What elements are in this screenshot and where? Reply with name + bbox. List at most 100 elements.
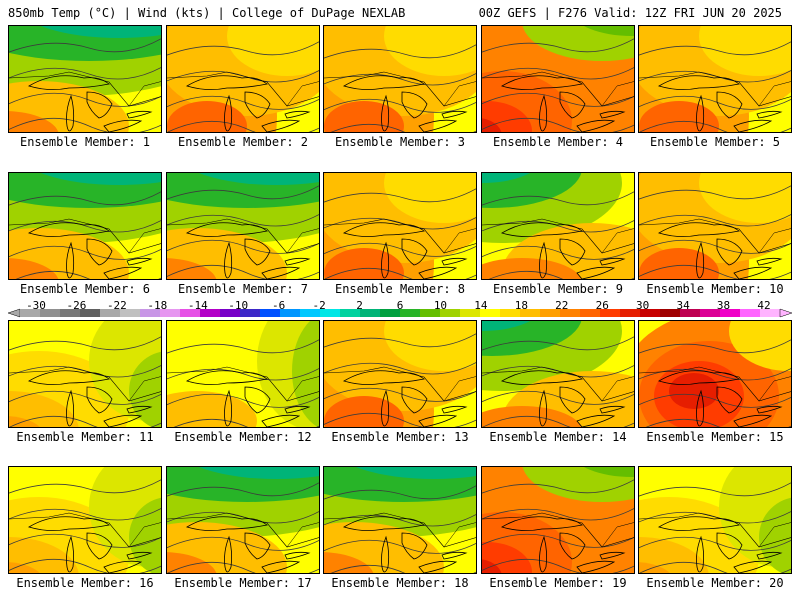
- ensemble-member-map: [481, 466, 635, 574]
- temperature-field: [639, 173, 791, 279]
- colorbar-segment: [720, 309, 741, 317]
- colorbar-tick: -2: [312, 299, 326, 312]
- ensemble-member-map: [8, 466, 162, 574]
- ensemble-member-label: Ensemble Member: 14: [489, 430, 627, 444]
- temperature-field: [324, 26, 476, 132]
- ensemble-member-label: Ensemble Member: 4: [492, 135, 624, 149]
- ensemble-member-map: [323, 25, 477, 133]
- colorbar-segment: [560, 309, 581, 317]
- colorbar-tick: -18: [147, 299, 168, 312]
- temperature-field: [639, 321, 791, 427]
- colorbar-segment: [480, 309, 501, 317]
- colorbar-segment: [340, 309, 361, 317]
- temperature-field: [639, 26, 791, 132]
- temperature-field: [324, 467, 476, 573]
- ensemble-member-map: [8, 320, 162, 428]
- ensemble-member-map: [8, 172, 162, 280]
- ensemble-member-label: Ensemble Member: 8: [334, 282, 466, 296]
- colorbar-segment: [420, 309, 441, 317]
- colorbar-segment: [380, 309, 401, 317]
- colorbar-segment: [360, 309, 381, 317]
- ensemble-member-label: Ensemble Member: 6: [19, 282, 151, 296]
- colorbar-segment: [40, 309, 61, 317]
- colorbar-segment: [400, 309, 421, 317]
- colorbar-segment: [740, 309, 761, 317]
- colorbar-tick: -30: [26, 299, 46, 312]
- ensemble-member-label: Ensemble Member: 13: [331, 430, 469, 444]
- colorbar-segment: [600, 309, 621, 317]
- colorbar-tick: -26: [66, 299, 87, 312]
- colorbar-segment: [180, 309, 201, 317]
- ensemble-member-map: [8, 25, 162, 133]
- colorbar-segment: [460, 309, 481, 317]
- temperature-field: [639, 467, 791, 573]
- ensemble-member-label: Ensemble Member: 2: [177, 135, 309, 149]
- ensemble-member-label: Ensemble Member: 9: [492, 282, 624, 296]
- colorbar-tick: 18: [514, 299, 528, 312]
- ensemble-member-label: Ensemble Member: 16: [16, 576, 154, 590]
- ensemble-member-map: [323, 172, 477, 280]
- colorbar-segment: [320, 309, 341, 317]
- temperature-field: [167, 467, 319, 573]
- ensemble-member-map: [638, 25, 792, 133]
- temperature-field: [324, 321, 476, 427]
- ensemble-member-label: Ensemble Member: 12: [174, 430, 312, 444]
- colorbar-segment: [700, 309, 721, 317]
- colorbar-segment: [300, 309, 321, 317]
- ensemble-member-map: [166, 466, 320, 574]
- temperature-field: [9, 321, 161, 427]
- colorbar-arrow-high: [779, 308, 793, 318]
- temperature-field: [167, 321, 319, 427]
- colorbar-segment: [20, 309, 41, 317]
- colorbar-segment: [620, 309, 641, 317]
- colorbar-segment: [100, 309, 121, 317]
- colorbar-tick: 2: [356, 299, 363, 312]
- ensemble-member-label: Ensemble Member: 7: [177, 282, 309, 296]
- temperature-field: [324, 173, 476, 279]
- colorbar-tick: 6: [396, 299, 404, 312]
- ensemble-member-label: Ensemble Member: 15: [646, 430, 784, 444]
- model-valid-time: 00Z GEFS | F276 Valid: 12Z FRI JUN 20 20…: [478, 6, 782, 20]
- temperature-field: [9, 26, 161, 132]
- ensemble-member-map: [166, 25, 320, 133]
- colorbar-segment: [760, 309, 781, 317]
- colorbar-segment: [200, 309, 221, 317]
- colorbar-segment: [280, 309, 301, 317]
- ensemble-member-label: Ensemble Member: 20: [646, 576, 784, 590]
- colorbar-tick: 38: [716, 299, 731, 312]
- ensemble-member-label: Ensemble Member: 11: [16, 430, 154, 444]
- ensemble-member-map: [481, 172, 635, 280]
- colorbar-segment: [160, 309, 181, 317]
- colorbar-tick: 26: [595, 299, 609, 312]
- temperature-field: [482, 173, 634, 279]
- ensemble-member-label: Ensemble Member: 10: [646, 282, 784, 296]
- colorbar-segment: [120, 309, 141, 317]
- ensemble-member-label: Ensemble Member: 18: [331, 576, 469, 590]
- temperature-field: [167, 173, 319, 279]
- colorbar-tick: -6: [272, 299, 286, 312]
- temperature-field: [482, 467, 634, 573]
- ensemble-member-map: [638, 320, 792, 428]
- temperature-field: [9, 173, 161, 279]
- colorbar-segment: [60, 309, 81, 317]
- colorbar-tick: -10: [228, 299, 249, 312]
- ensemble-member-label: Ensemble Member: 17: [174, 576, 312, 590]
- colorbar-segment: [520, 309, 541, 317]
- colorbar-tick: -22: [106, 299, 127, 312]
- colorbar-segment: [440, 309, 461, 317]
- temperature-field: [9, 467, 161, 573]
- ensemble-member-map: [481, 320, 635, 428]
- ensemble-member-map: [323, 466, 477, 574]
- temperature-field: [482, 321, 634, 427]
- map-title: 850mb Temp (°C) | Wind (kts) | College o…: [8, 6, 406, 20]
- colorbar-segment: [220, 309, 241, 317]
- ensemble-member-map: [638, 172, 792, 280]
- colorbar-segment: [240, 309, 261, 317]
- colorbar-tick: -14: [187, 299, 208, 312]
- colorbar-segment: [540, 309, 561, 317]
- colorbar-tick: 22: [555, 299, 569, 312]
- temperature-field: [167, 26, 319, 132]
- colorbar-segment: [680, 309, 701, 317]
- colorbar-tick: 30: [636, 299, 650, 312]
- ensemble-member-map: [166, 320, 320, 428]
